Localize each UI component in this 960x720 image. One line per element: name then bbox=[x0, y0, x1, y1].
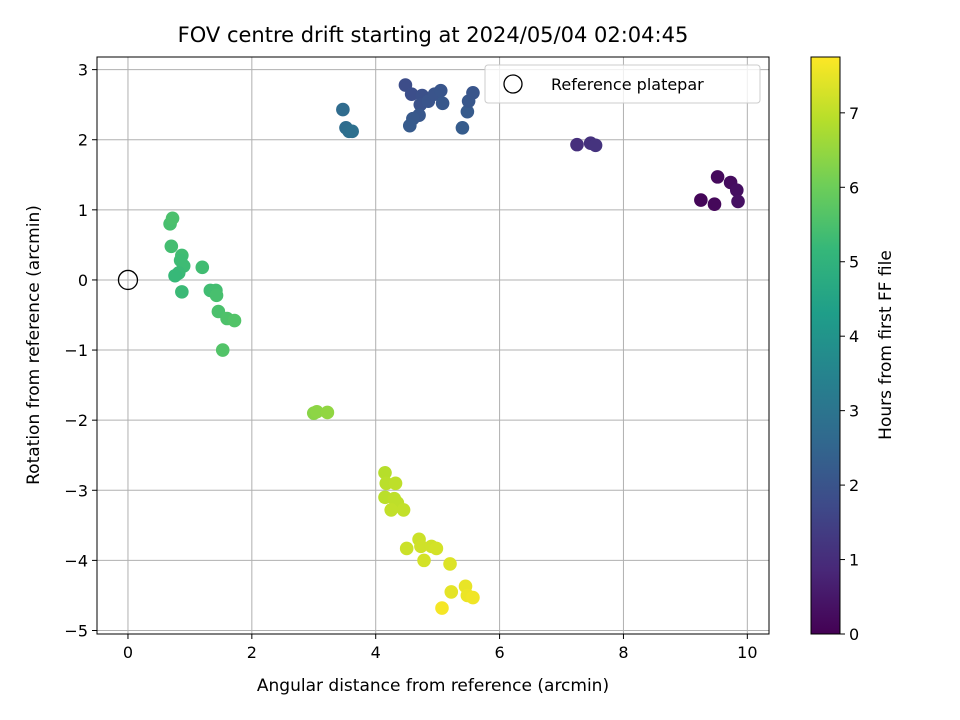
data-point bbox=[731, 194, 745, 209]
colorbar-frame bbox=[810, 56, 841, 635]
data-point bbox=[209, 288, 224, 303]
x-tick-label: 8 bbox=[618, 643, 628, 662]
colorbar-tick-label: 1 bbox=[849, 551, 859, 570]
legend: Reference platepar bbox=[484, 64, 761, 104]
data-point bbox=[345, 124, 359, 139]
colorbar-tick-label: 7 bbox=[849, 104, 859, 123]
x-tick-label: 6 bbox=[494, 643, 504, 662]
colorbar-tick-label: 2 bbox=[849, 476, 859, 495]
colorbar-ticks: 0 1 2 3 4 5 6 7 bbox=[840, 104, 859, 644]
data-point bbox=[165, 211, 180, 226]
reference-platepar-marker bbox=[117, 269, 139, 291]
data-point bbox=[227, 313, 242, 328]
data-point bbox=[417, 553, 431, 568]
data-point bbox=[404, 87, 419, 101]
data-point bbox=[466, 590, 480, 605]
data-point bbox=[729, 183, 744, 198]
data-point bbox=[433, 83, 448, 98]
data-point bbox=[455, 121, 470, 135]
y-tick-label: 1 bbox=[78, 201, 88, 220]
data-points bbox=[163, 78, 745, 615]
y-tick-label: −4 bbox=[64, 551, 88, 570]
data-point bbox=[378, 465, 392, 480]
data-point bbox=[707, 197, 722, 212]
colorbar-tick-label: 4 bbox=[849, 327, 859, 346]
plot-frame bbox=[96, 56, 770, 635]
y-axis-label: Rotation from reference (arcmin) bbox=[24, 205, 44, 485]
data-point bbox=[414, 539, 428, 554]
data-point bbox=[384, 503, 398, 517]
y-tick-label: −1 bbox=[64, 341, 88, 360]
colorbar-tick-label: 5 bbox=[849, 253, 859, 272]
x-tick-label: 2 bbox=[247, 643, 257, 662]
data-point bbox=[444, 585, 459, 599]
chart-title: FOV centre drift starting at 2024/05/04 … bbox=[178, 23, 689, 47]
legend-box bbox=[484, 64, 761, 104]
y-axis-ticks: −5 −4 −3 −2 −1 0 1 2 3 bbox=[64, 61, 97, 640]
data-point bbox=[336, 102, 350, 117]
data-point bbox=[466, 85, 480, 100]
reference-marker-group bbox=[117, 269, 139, 291]
x-tick-label: 10 bbox=[737, 643, 757, 662]
data-point bbox=[402, 118, 417, 133]
data-point bbox=[694, 193, 708, 207]
data-point bbox=[215, 343, 230, 357]
data-point bbox=[429, 541, 444, 556]
colorbar-tick-label: 3 bbox=[849, 402, 859, 421]
data-point bbox=[443, 557, 457, 571]
grid-lines bbox=[97, 57, 769, 634]
data-point bbox=[195, 260, 210, 275]
data-point bbox=[175, 285, 189, 299]
x-axis-label: Angular distance from reference (arcmin) bbox=[257, 676, 609, 696]
data-point bbox=[588, 138, 603, 153]
y-tick-label: −2 bbox=[64, 411, 88, 430]
data-point bbox=[310, 404, 324, 419]
colorbar-tick-label: 0 bbox=[849, 625, 859, 644]
colorbar-tick-label: 6 bbox=[849, 178, 859, 197]
colorbar-gradient bbox=[811, 57, 840, 634]
x-axis-ticks: 0 2 4 6 8 10 bbox=[123, 634, 758, 662]
y-tick-label: 2 bbox=[78, 131, 88, 150]
data-point bbox=[388, 476, 403, 491]
colorbar: 0 1 2 3 4 5 6 7 Hours from first FF file bbox=[810, 56, 896, 644]
data-point bbox=[710, 170, 725, 184]
data-point bbox=[570, 137, 584, 152]
legend-marker-icon bbox=[503, 74, 523, 94]
x-tick-label: 4 bbox=[371, 643, 381, 662]
legend-label: Reference platepar bbox=[551, 75, 704, 94]
data-point bbox=[320, 405, 335, 420]
data-point bbox=[168, 268, 182, 283]
colorbar-label: Hours from first FF file bbox=[876, 250, 896, 440]
y-tick-label: −3 bbox=[64, 481, 88, 500]
data-point bbox=[460, 104, 475, 119]
plot-area bbox=[97, 57, 769, 634]
y-tick-label: 0 bbox=[78, 271, 88, 290]
data-point bbox=[435, 96, 450, 111]
data-point bbox=[379, 476, 394, 491]
data-point bbox=[399, 541, 414, 556]
data-point bbox=[435, 601, 449, 615]
data-point bbox=[396, 503, 411, 517]
x-tick-label: 0 bbox=[123, 643, 133, 662]
data-point bbox=[164, 239, 179, 254]
y-tick-label: 3 bbox=[78, 61, 88, 80]
y-tick-label: −5 bbox=[64, 621, 88, 640]
